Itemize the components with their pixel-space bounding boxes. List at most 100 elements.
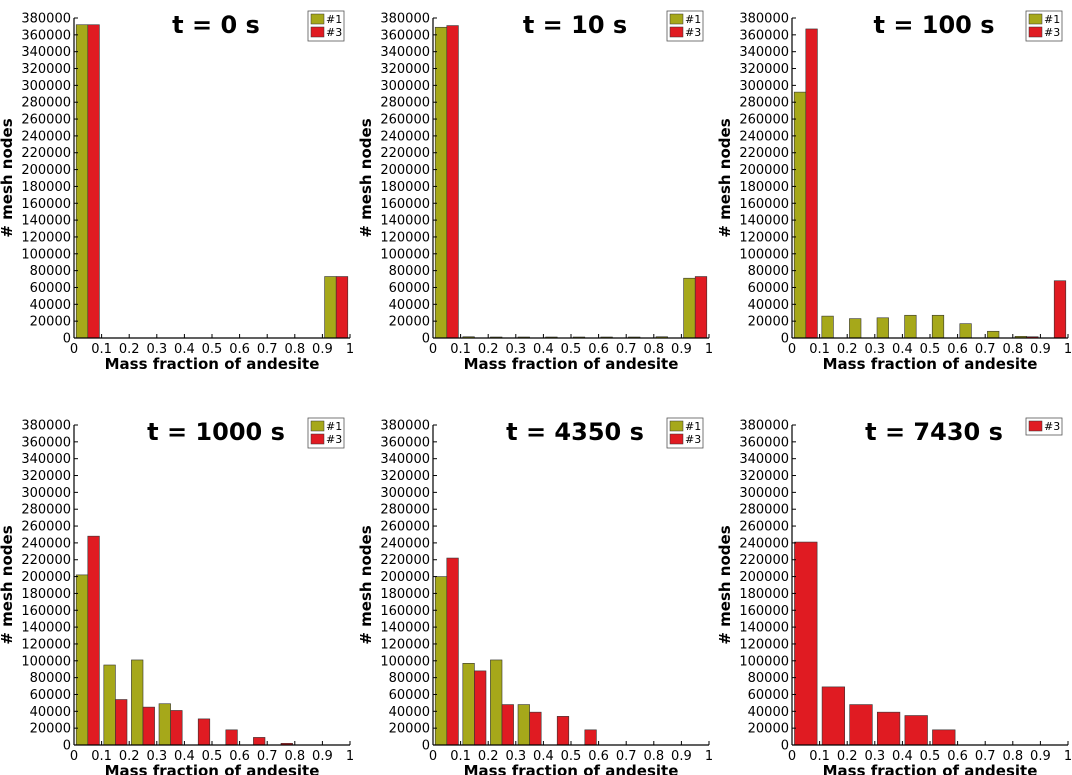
bar-s1-bin-1 <box>821 315 834 339</box>
bar-s1-bin-3 <box>876 317 889 339</box>
y-tick-label: 320000 <box>380 62 430 77</box>
y-tick-label: 260000 <box>380 520 430 535</box>
y-tick-label: 60000 <box>30 688 71 703</box>
y-tick-label: 0 <box>63 332 71 347</box>
legend-swatch <box>1028 13 1043 25</box>
x-tick-label: 0.5 <box>202 749 223 764</box>
bar-s1-bin-0 <box>434 26 448 339</box>
x-tick-label: 0.3 <box>505 342 526 357</box>
bar-s3-bin-4 <box>197 718 211 746</box>
bar-s3-bin-5 <box>584 729 597 746</box>
bar-s3-bin-9 <box>1053 280 1067 339</box>
x-tick-label: 0.2 <box>478 342 499 357</box>
y-tick-label: 300000 <box>739 79 789 94</box>
x-tick-label: 0.4 <box>174 749 195 764</box>
y-tick-label: 20000 <box>748 315 789 330</box>
y-tick-label: 20000 <box>389 315 430 330</box>
legend-entry-label: #1 <box>326 13 342 26</box>
bar-s3-bin-9 <box>694 276 708 339</box>
y-tick-label: 100000 <box>21 654 71 669</box>
panel-title: t = 1000 s <box>147 418 285 446</box>
bar-s1-bin-0 <box>793 91 807 339</box>
legend-entry-label: #1 <box>685 13 701 26</box>
bar-s3-bin-0 <box>805 28 818 339</box>
panel-title: t = 4350 s <box>506 418 644 446</box>
y-tick-label: 120000 <box>21 637 71 652</box>
x-tick-label: 1 <box>1064 342 1072 357</box>
panel-title: t = 10 s <box>523 11 627 39</box>
bar-s3-bin-2 <box>142 706 155 746</box>
legend-entry-label: #3 <box>326 433 342 446</box>
y-tick-label: 100000 <box>380 654 430 669</box>
legend-swatch <box>1028 420 1043 432</box>
y-tick-label: 20000 <box>389 722 430 737</box>
x-tick-label: 0.8 <box>1002 342 1023 357</box>
bar-s3-bin-0 <box>446 25 459 339</box>
y-tick-label: 300000 <box>21 79 71 94</box>
y-tick-label: 80000 <box>389 264 430 279</box>
legend-swatch <box>669 420 684 432</box>
x-tick-label: 1 <box>705 749 713 764</box>
y-tick-label: 340000 <box>21 45 71 60</box>
y-tick-label: 0 <box>781 739 789 754</box>
x-axis-label: Mass fraction of andesite <box>464 355 679 373</box>
bar-s3-bin-3 <box>529 711 542 746</box>
x-tick-label: 0.2 <box>837 342 858 357</box>
x-tick-label: 1 <box>346 749 354 764</box>
y-tick-label: 180000 <box>739 587 789 602</box>
legend-swatch <box>669 13 684 25</box>
y-tick-label: 60000 <box>389 688 430 703</box>
x-tick-label: 0.3 <box>505 749 526 764</box>
y-tick-label: 360000 <box>380 435 430 450</box>
y-tick-label: 160000 <box>380 604 430 619</box>
bar-s3-bin-4 <box>556 716 570 746</box>
legend: #1#3 <box>307 10 345 42</box>
bar-s3-bin-2 <box>849 704 873 746</box>
y-tick-label: 380000 <box>380 419 430 434</box>
y-tick-label: 240000 <box>21 129 71 144</box>
y-tick-label: 160000 <box>739 604 789 619</box>
bar-s1-bin-5 <box>931 314 945 339</box>
y-tick-label: 280000 <box>21 96 71 111</box>
x-tick-label: 0.9 <box>671 749 692 764</box>
legend-entry-label: #3 <box>685 26 701 39</box>
y-tick-label: 180000 <box>21 180 71 195</box>
x-tick-label: 0.8 <box>643 342 664 357</box>
legend-swatch <box>310 420 325 432</box>
y-tick-label: 200000 <box>739 570 789 585</box>
x-tick-label: 0.6 <box>588 342 609 357</box>
legend-swatch <box>669 433 684 445</box>
legend: #1#3 <box>666 10 704 42</box>
bar-s1-bin-0 <box>75 574 89 746</box>
x-tick-label: 0.5 <box>920 342 941 357</box>
y-axis-label: # mesh nodes <box>0 525 16 644</box>
bar-s1-bin-3 <box>158 703 171 746</box>
y-tick-label: 240000 <box>380 536 430 551</box>
y-axis-label: # mesh nodes <box>357 525 375 644</box>
y-tick-label: 60000 <box>748 281 789 296</box>
panel-title: t = 7430 s <box>865 418 1003 446</box>
y-tick-label: 140000 <box>21 214 71 229</box>
x-tick-label: 0.1 <box>450 342 471 357</box>
y-tick-label: 40000 <box>389 298 430 313</box>
y-tick-label: 80000 <box>748 264 789 279</box>
panel-title: t = 100 s <box>873 11 994 39</box>
x-axis-label: Mass fraction of andesite <box>823 762 1038 775</box>
y-tick-label: 340000 <box>380 45 430 60</box>
x-tick-label: 1 <box>1064 749 1072 764</box>
legend: #1#3 <box>307 417 345 449</box>
x-axis-label: Mass fraction of andesite <box>464 762 679 775</box>
x-tick-label: 0.2 <box>478 749 499 764</box>
x-axis-label: Mass fraction of andesite <box>105 762 320 775</box>
y-tick-label: 340000 <box>21 452 71 467</box>
y-tick-label: 100000 <box>21 247 71 262</box>
y-tick-label: 360000 <box>380 28 430 43</box>
y-tick-label: 40000 <box>30 705 71 720</box>
x-tick-label: 0.6 <box>947 749 968 764</box>
x-tick-label: 0 <box>429 749 437 764</box>
